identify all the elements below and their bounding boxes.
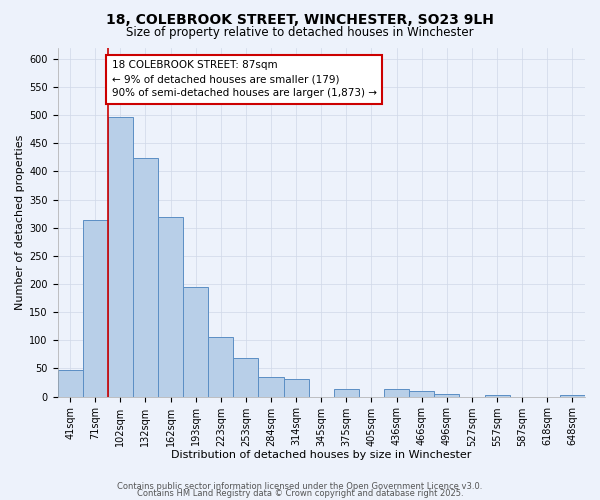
Y-axis label: Number of detached properties: Number of detached properties — [15, 134, 25, 310]
Text: 18, COLEBROOK STREET, WINCHESTER, SO23 9LH: 18, COLEBROOK STREET, WINCHESTER, SO23 9… — [106, 12, 494, 26]
Bar — [259, 377, 284, 396]
Bar — [108, 117, 133, 396]
Bar — [434, 394, 460, 396]
Bar — [334, 388, 359, 396]
Text: 18 COLEBROOK STREET: 87sqm
← 9% of detached houses are smaller (179)
90% of semi: 18 COLEBROOK STREET: 87sqm ← 9% of detac… — [112, 60, 377, 98]
Text: Size of property relative to detached houses in Winchester: Size of property relative to detached ho… — [126, 26, 474, 39]
X-axis label: Distribution of detached houses by size in Winchester: Distribution of detached houses by size … — [171, 450, 472, 460]
Bar — [409, 391, 434, 396]
Bar — [58, 370, 83, 396]
Text: Contains HM Land Registry data © Crown copyright and database right 2025.: Contains HM Land Registry data © Crown c… — [137, 488, 463, 498]
Bar — [384, 388, 409, 396]
Text: Contains public sector information licensed under the Open Government Licence v3: Contains public sector information licen… — [118, 482, 482, 491]
Bar — [158, 217, 183, 396]
Bar — [133, 158, 158, 396]
Bar — [284, 378, 308, 396]
Bar — [183, 287, 208, 397]
Bar — [208, 338, 233, 396]
Bar — [233, 358, 259, 397]
Bar — [83, 220, 108, 396]
